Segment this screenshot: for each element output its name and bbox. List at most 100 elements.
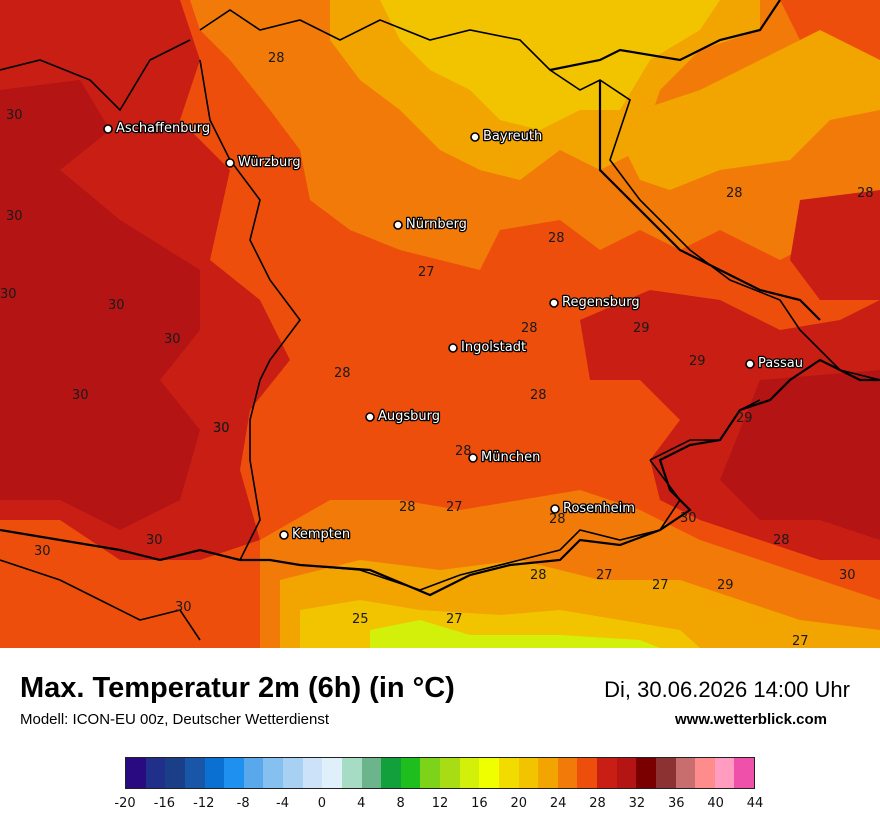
city-regensburg: Regensburg xyxy=(549,294,641,311)
hesse-border xyxy=(0,39,191,112)
value-label: 28 xyxy=(773,533,790,548)
legend-swatch xyxy=(655,758,676,788)
city-label: München xyxy=(481,450,540,465)
legend-tick-label: 12 xyxy=(431,796,449,811)
legend-tick-label: 32 xyxy=(628,796,646,811)
city-marker xyxy=(549,298,559,308)
legend-swatch xyxy=(734,758,754,788)
value-label: 28 xyxy=(549,512,566,527)
legend-swatch xyxy=(204,758,225,788)
legend-swatch xyxy=(184,758,205,788)
cities: Aschaffenburg Würzburg Bayreuth Nürnberg… xyxy=(103,120,804,543)
legend-tick-label: 40 xyxy=(707,796,724,811)
color-legend-ticks: -20 -16 -12 -8 -4 0 4 8 12 16 20 24 28 32 36 40 44 xyxy=(114,796,763,814)
map-datetime: Di, 30.06.2026 14:00 Uhr xyxy=(604,677,850,702)
legend-tick-label: -16 xyxy=(153,796,175,811)
country-border-austria xyxy=(0,358,880,597)
legend-tick-label: 0 xyxy=(317,796,327,811)
value-label: 28 xyxy=(530,388,547,403)
map-subtitle: Modell: ICON-EU 00z, Deutscher Wetterdie… xyxy=(20,711,330,728)
area-30-west xyxy=(0,80,200,530)
legend-swatch xyxy=(557,758,578,788)
city-kempten: Kempten xyxy=(279,526,351,543)
value-label: 25 xyxy=(352,612,369,627)
legend-tick-label: 20 xyxy=(510,796,528,811)
temperature-map: Aschaffenburg Würzburg Bayreuth Nürnberg… xyxy=(0,0,880,648)
area-25-north xyxy=(380,0,720,130)
area-29-northeast xyxy=(790,190,880,300)
legend-swatch xyxy=(597,758,617,788)
value-label: 28 xyxy=(268,51,285,66)
map-title: Max. Temperatur 2m (6h) (in °C) xyxy=(20,672,455,704)
legend-swatch xyxy=(322,758,342,788)
value-label: 27 xyxy=(652,578,669,593)
color-legend-bar xyxy=(125,757,755,789)
value-label: 28 xyxy=(455,444,472,459)
city-aschaffenburg: Aschaffenburg xyxy=(103,120,211,137)
city-augsburg: Augsburg xyxy=(365,408,441,425)
legend-swatch xyxy=(440,758,460,788)
area-26-east xyxy=(610,30,880,190)
legend-swatch xyxy=(616,758,637,788)
value-label: 30 xyxy=(72,388,89,403)
city-muenchen: München xyxy=(468,449,542,466)
city-label: Kempten xyxy=(292,527,350,542)
city-label: Ingolstadt xyxy=(461,340,526,355)
value-label: 29 xyxy=(736,411,753,426)
city-passau: Passau xyxy=(745,355,804,372)
city-label: Augsburg xyxy=(378,409,440,424)
legend-swatch xyxy=(341,758,362,788)
legend-swatch xyxy=(577,758,597,788)
legend-tick-label: 8 xyxy=(396,796,405,811)
city-marker xyxy=(745,359,755,369)
value-label: 28 xyxy=(548,231,565,246)
value-label: 30 xyxy=(6,108,23,123)
value-label: 30 xyxy=(34,544,51,559)
city-wuerzburg: Würzburg xyxy=(225,154,302,171)
legend-swatch xyxy=(675,758,696,788)
area-20-south xyxy=(370,620,660,648)
legend-swatch xyxy=(420,758,440,788)
legend-tick-label: -20 xyxy=(114,796,136,811)
value-label: 29 xyxy=(717,578,734,593)
city-marker xyxy=(470,132,480,142)
city-bayreuth: Bayreuth xyxy=(470,128,544,145)
legend-swatch xyxy=(263,758,283,788)
city-nuernberg: Nürnberg xyxy=(393,216,468,233)
value-label: 27 xyxy=(418,265,435,280)
legend-swatch xyxy=(145,758,166,788)
legend-swatch xyxy=(538,758,558,788)
legend-swatch xyxy=(479,758,499,788)
value-label: 30 xyxy=(213,421,230,436)
value-label: 27 xyxy=(446,500,463,515)
city-label: Aschaffenburg xyxy=(116,121,210,136)
city-label: Passau xyxy=(758,356,803,371)
value-label: 30 xyxy=(680,511,697,526)
city-label: Bayreuth xyxy=(483,129,542,144)
city-marker xyxy=(279,530,289,540)
value-label: 27 xyxy=(446,612,463,627)
city-label: Würzburg xyxy=(238,155,301,170)
legend-swatch xyxy=(283,758,303,788)
legend-tick-label: 24 xyxy=(549,796,567,811)
legend-swatch xyxy=(381,758,401,788)
city-marker xyxy=(468,453,478,463)
city-label: Nürnberg xyxy=(406,217,467,232)
legend-tick-label: -4 xyxy=(276,796,289,811)
legend-tick-label: 44 xyxy=(746,796,764,811)
swiss-border xyxy=(0,559,201,641)
city-label: Rosenheim xyxy=(563,501,635,516)
value-label: 29 xyxy=(633,321,650,336)
legend-swatch xyxy=(636,758,656,788)
legend-swatch xyxy=(302,758,323,788)
legend-tick-label: -8 xyxy=(236,796,250,811)
city-marker xyxy=(365,412,375,422)
value-label: 28 xyxy=(521,321,538,336)
value-label: 30 xyxy=(175,600,192,615)
country-border-czech xyxy=(549,0,821,321)
legend-swatch xyxy=(498,758,519,788)
legend-tick-label: 4 xyxy=(357,796,366,811)
city-label: Regensburg xyxy=(562,295,640,310)
value-label: 30 xyxy=(0,287,17,302)
value-label: 27 xyxy=(792,634,809,648)
